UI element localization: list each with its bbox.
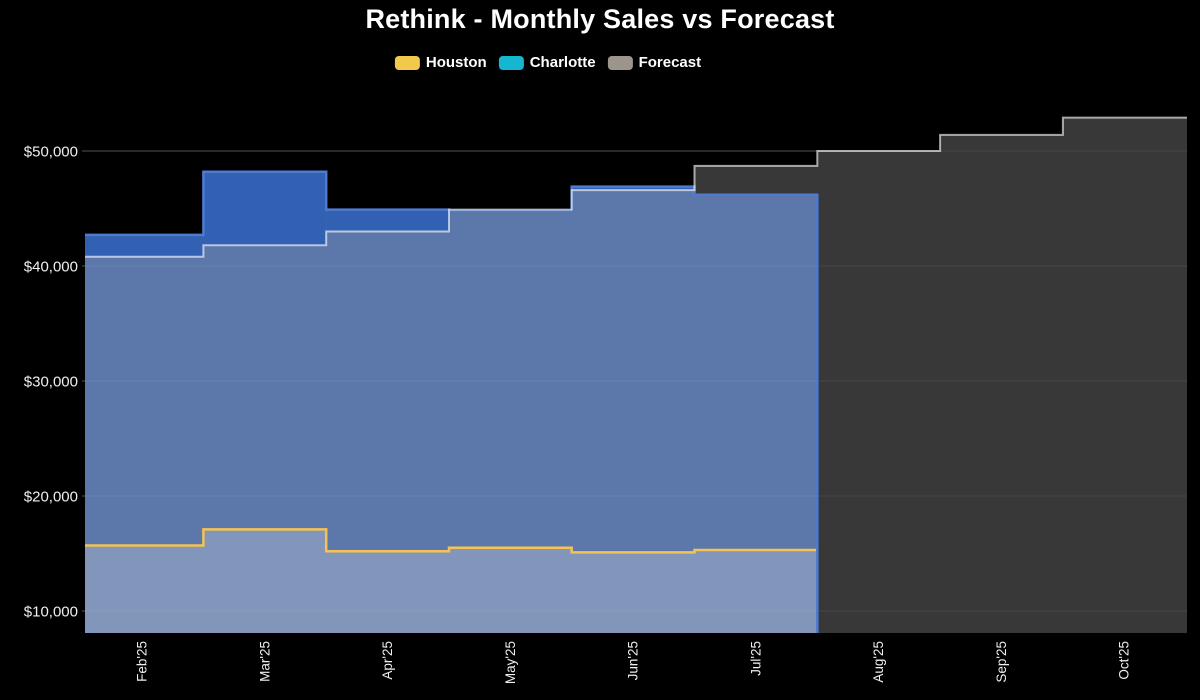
charlotte-above-forecast-band[interactable] <box>326 209 449 232</box>
x-tick-label: Sep'25 <box>994 641 1009 683</box>
legend-label-charlotte: Charlotte <box>529 54 596 71</box>
x-tick-label: Apr'25 <box>380 641 395 680</box>
x-tick-label: Jul'25 <box>748 641 763 676</box>
x-tick-label: Aug'25 <box>871 641 886 683</box>
chart-title: Rethink - Monthly Sales vs Forecast <box>365 4 835 34</box>
x-tick-label: May'25 <box>503 641 518 684</box>
charlotte-above-forecast-band[interactable] <box>203 171 327 246</box>
y-tick-label: $40,000 <box>24 258 78 275</box>
legend-label-forecast: Forecast <box>638 54 702 71</box>
charlotte-legend-marker-icon <box>498 55 524 70</box>
forecast-legend-marker-icon <box>607 55 633 70</box>
y-tick-label: $50,000 <box>24 143 78 160</box>
x-tick-label: Jun'25 <box>626 641 641 680</box>
houston-area[interactable] <box>85 529 818 633</box>
charlotte-area[interactable] <box>85 171 818 633</box>
houston-legend-marker-icon <box>394 55 420 70</box>
houston-line[interactable] <box>85 528 818 554</box>
forecast-line[interactable] <box>85 116 1187 258</box>
legend-item-charlotte[interactable]: Charlotte <box>498 54 596 71</box>
legend: Houston Charlotte Forecast <box>394 54 702 71</box>
charlotte-above-forecast-band[interactable] <box>571 186 695 191</box>
y-tick-label: $30,000 <box>24 373 78 390</box>
x-tick-label: Mar'25 <box>257 641 272 682</box>
y-tick-label: $10,000 <box>24 603 78 620</box>
y-tick-label: $20,000 <box>24 488 78 505</box>
legend-label-houston: Houston <box>425 54 487 71</box>
legend-item-forecast[interactable]: Forecast <box>607 54 702 71</box>
x-tick-label: Oct'25 <box>1117 641 1132 680</box>
legend-item-houston[interactable]: Houston <box>394 54 487 71</box>
x-tick-label: Feb'25 <box>134 641 149 682</box>
charlotte-above-forecast-band[interactable] <box>85 234 204 257</box>
